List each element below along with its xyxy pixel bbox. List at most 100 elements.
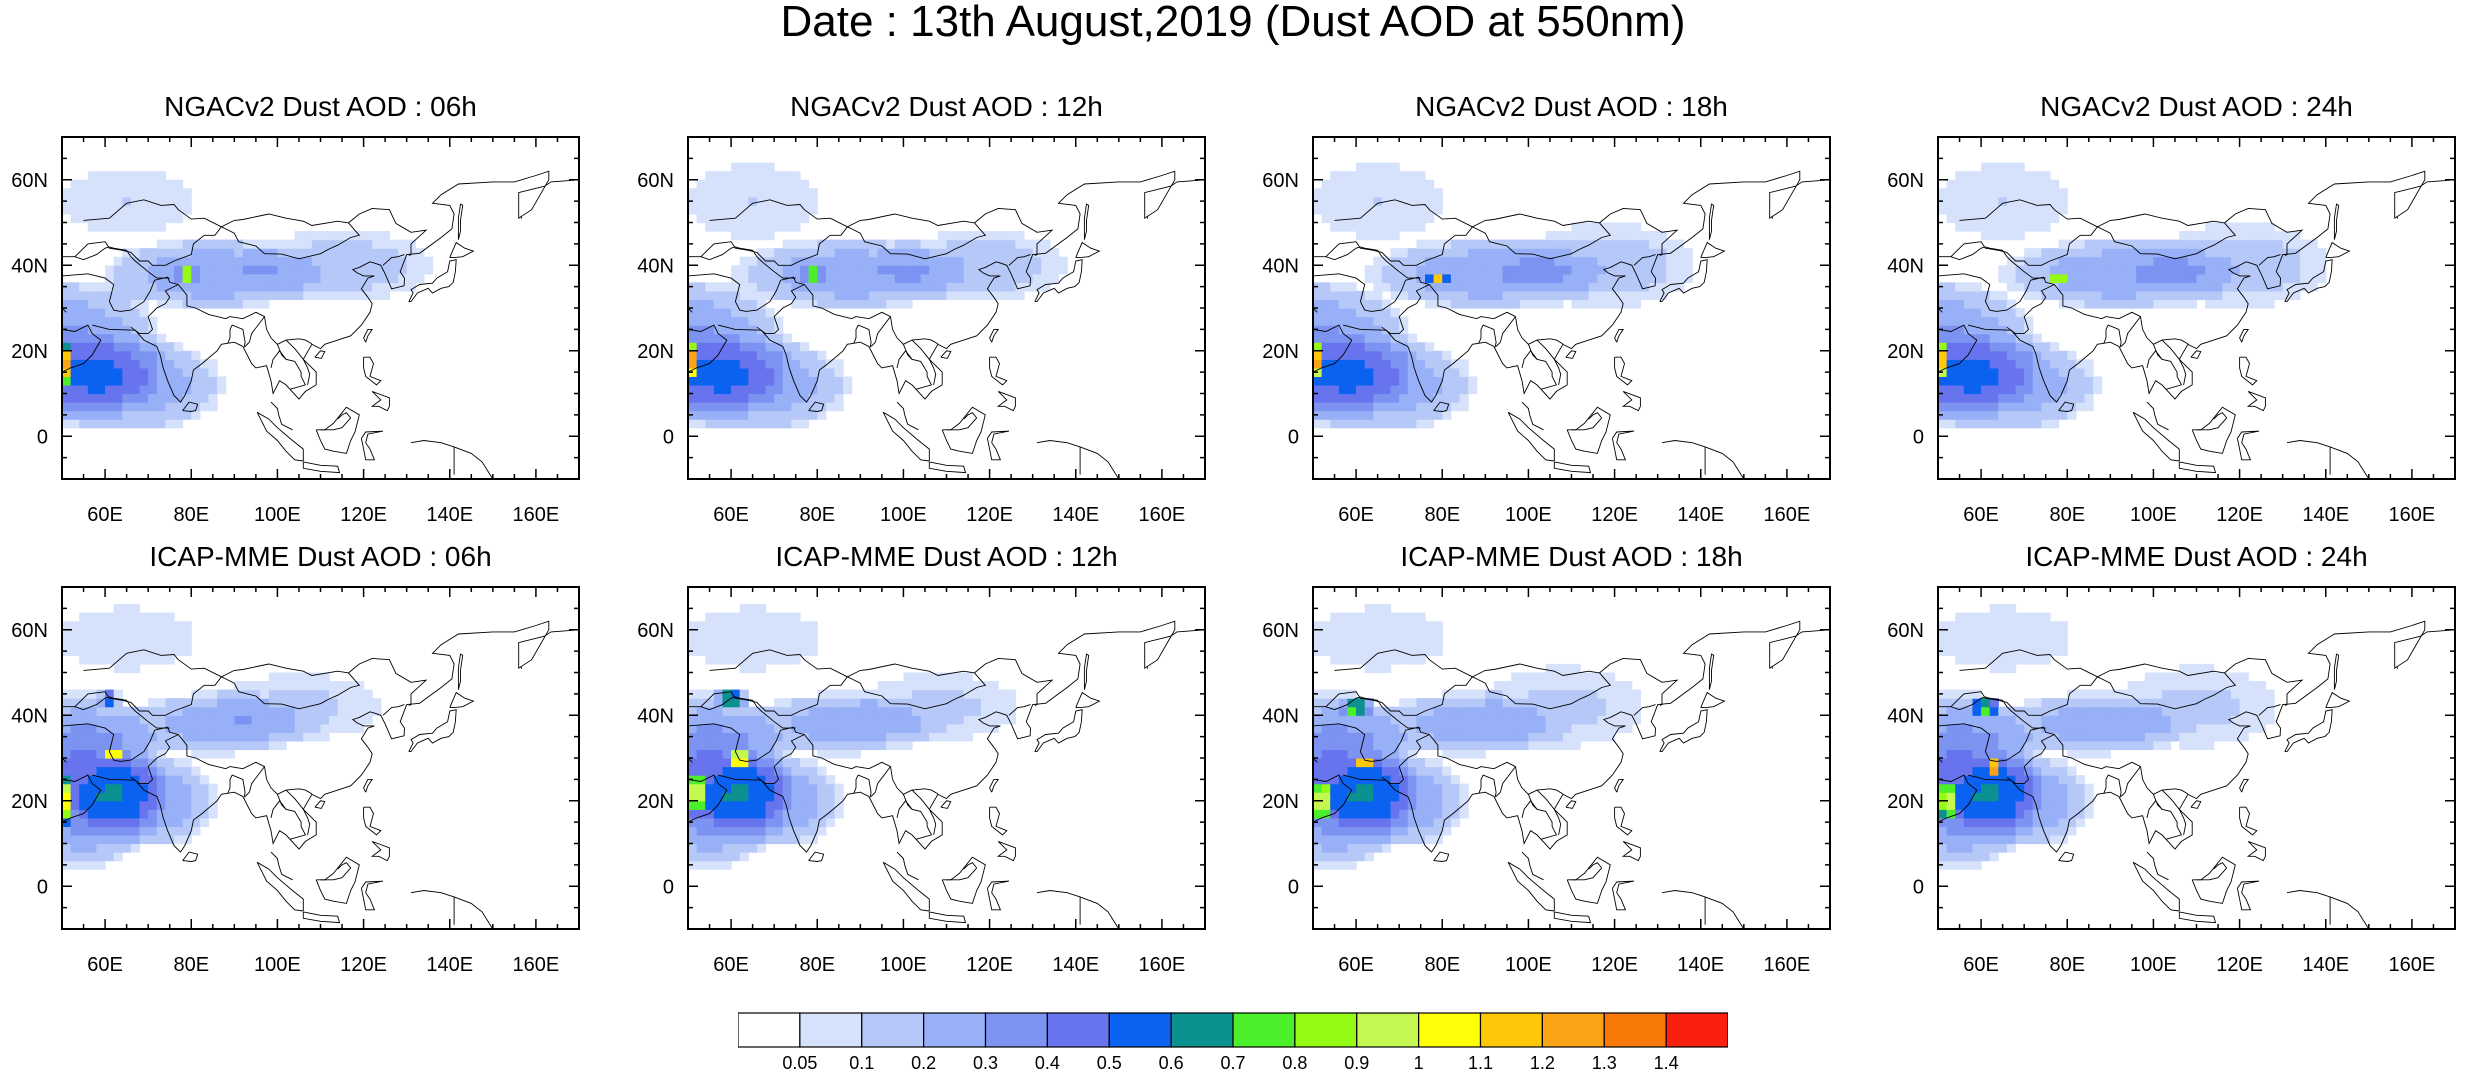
aod-cell [1459, 792, 1468, 801]
aod-cell [338, 248, 347, 257]
aod-cell [2188, 257, 2197, 266]
aod-cell [705, 291, 714, 300]
aod-cell [148, 205, 157, 214]
aod-cell [1442, 376, 1451, 385]
aod-cell [766, 732, 775, 741]
aod-cell [757, 801, 766, 810]
aod-cell [1990, 180, 1999, 189]
coastline [1522, 801, 1556, 839]
aod-cell [217, 724, 226, 733]
aod-cell [1356, 368, 1365, 377]
aod-cell [834, 732, 843, 741]
aod-cell [1503, 715, 1512, 724]
aod-cell [783, 732, 792, 741]
aod-cell [1425, 801, 1434, 810]
aod-cell [1425, 767, 1434, 776]
aod-cell [1580, 291, 1589, 300]
aod-cell [96, 835, 105, 844]
aod-cell [1955, 299, 1964, 308]
aod-cell [131, 248, 140, 257]
aod-cell [990, 265, 999, 274]
aod-cell [183, 767, 192, 776]
aod-cell [157, 188, 166, 197]
aod-cell [783, 638, 792, 647]
aod-cell [1451, 732, 1460, 741]
aod-cell [843, 376, 852, 385]
aod-cell [1459, 274, 1468, 283]
aod-cell [774, 359, 783, 368]
aod-cell [1990, 231, 1999, 240]
aod-cell [2309, 265, 2318, 274]
aod-cell [1520, 282, 1529, 291]
aod-cell [165, 698, 174, 707]
aod-cell [200, 732, 209, 741]
aod-cell [191, 394, 200, 403]
aod-cell [688, 741, 697, 750]
aod-cell [731, 638, 740, 647]
aod-cell [2179, 257, 2188, 266]
aod-cell [697, 351, 706, 360]
x-tick-label: 80E [1424, 504, 1460, 526]
aod-cell [1990, 402, 1999, 411]
aod-cell [1365, 419, 1374, 428]
aod-cell [1399, 835, 1408, 844]
aod-cell [895, 741, 904, 750]
aod-cell [2016, 368, 2025, 377]
aod-cell [714, 334, 723, 343]
aod-cell [886, 741, 895, 750]
aod-cell [740, 385, 749, 394]
aod-cell [1451, 291, 1460, 300]
aod-cell [791, 630, 800, 639]
aod-cell [774, 784, 783, 793]
aod-cell [1330, 835, 1339, 844]
aod-cell [1408, 394, 1417, 403]
aod-cell [62, 749, 71, 758]
aod-cell [1563, 248, 1572, 257]
aod-cell [964, 291, 973, 300]
aod-cell [1339, 223, 1348, 232]
aod-cell [1330, 861, 1339, 870]
aod-cell [1537, 741, 1546, 750]
aod-cell [809, 376, 818, 385]
x-tick-label: 80E [799, 954, 835, 976]
aod-cell [1356, 197, 1365, 206]
aod-cell [1365, 308, 1374, 317]
aod-cell [757, 809, 766, 818]
aod-cell [1033, 265, 1042, 274]
aod-cell [1597, 274, 1606, 283]
aod-cell [800, 775, 809, 784]
aod-cell [1425, 265, 1434, 274]
y-tick-label: 40N [637, 705, 674, 727]
aod-cell [62, 376, 71, 385]
x-tick-label: 80E [2049, 504, 2085, 526]
coastline [1567, 407, 1610, 453]
aod-cell [243, 299, 252, 308]
aod-cell [2119, 265, 2128, 274]
aod-cell [148, 698, 157, 707]
aod-cell [1485, 274, 1494, 283]
aod-cell [2041, 359, 2050, 368]
aod-cell [1947, 385, 1956, 394]
aod-cell [1330, 180, 1339, 189]
aod-cell [157, 707, 166, 716]
aod-cell [1391, 274, 1400, 283]
aod-cell [1964, 214, 1973, 223]
aod-cell [2033, 257, 2042, 266]
x-tick-label: 60E [87, 504, 123, 526]
aod-cell [131, 171, 140, 180]
aod-cell [312, 282, 321, 291]
coastline [897, 801, 931, 839]
aod-cell [740, 282, 749, 291]
aod-cell [1408, 248, 1417, 257]
aod-cell [1330, 801, 1339, 810]
aod-cell [148, 809, 157, 818]
aod-cell [834, 801, 843, 810]
aod-cell [2110, 274, 2119, 283]
aod-cell [2214, 274, 2223, 283]
aod-cell [1416, 240, 1425, 249]
aod-cell [766, 385, 775, 394]
aod-cell [705, 630, 714, 639]
aod-cell [96, 411, 105, 420]
aod-cell [1365, 394, 1374, 403]
